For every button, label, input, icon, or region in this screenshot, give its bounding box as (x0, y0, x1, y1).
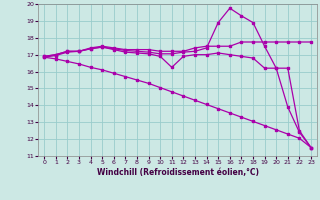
X-axis label: Windchill (Refroidissement éolien,°C): Windchill (Refroidissement éolien,°C) (97, 168, 259, 177)
